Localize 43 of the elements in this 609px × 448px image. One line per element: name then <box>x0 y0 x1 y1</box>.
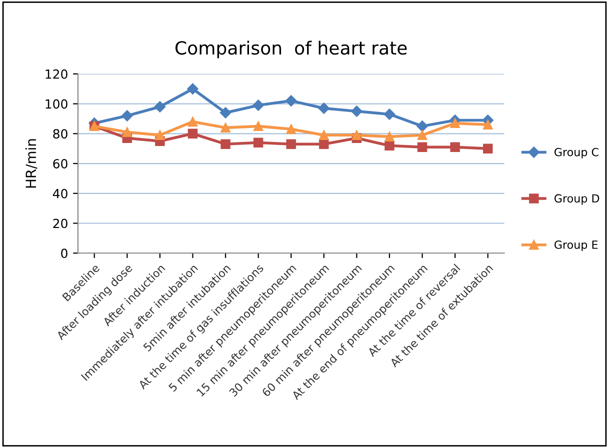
point <box>122 110 133 122</box>
point <box>482 120 493 130</box>
point <box>286 124 296 134</box>
point <box>187 83 198 94</box>
point <box>319 130 329 140</box>
point <box>450 142 460 152</box>
y-tick-label: 60 <box>53 158 68 168</box>
point <box>220 139 230 149</box>
point <box>252 100 264 111</box>
y-tick-label: 120 <box>46 69 68 79</box>
point <box>384 132 394 142</box>
point <box>154 101 166 112</box>
y-tick-label: 0 <box>61 248 68 258</box>
y-tick-label: 100 <box>46 99 68 109</box>
y-tick-label: 80 <box>53 129 68 139</box>
point <box>318 102 330 114</box>
chart-title: Comparison of heart rate <box>175 40 407 58</box>
y-tick-label: 20 <box>53 218 68 228</box>
point <box>384 140 394 150</box>
point <box>220 107 232 118</box>
point <box>286 139 296 149</box>
point <box>351 106 362 117</box>
legend-label: Group C <box>554 148 598 158</box>
point <box>155 130 165 140</box>
point <box>384 108 396 120</box>
y-tick-label: 40 <box>52 188 68 198</box>
point <box>482 144 493 154</box>
point <box>450 118 460 128</box>
point <box>253 138 264 148</box>
point <box>417 142 428 152</box>
y-axis-title: HR/min <box>25 139 38 188</box>
point <box>188 116 198 127</box>
point <box>319 139 329 149</box>
point <box>416 120 428 132</box>
point <box>253 121 264 132</box>
point <box>417 130 428 140</box>
point <box>122 127 132 138</box>
point <box>220 122 230 133</box>
legend-label: Group D <box>554 194 600 205</box>
point <box>352 130 362 140</box>
point <box>188 128 198 139</box>
point <box>285 95 297 106</box>
legend-label: Group E <box>554 240 598 252</box>
